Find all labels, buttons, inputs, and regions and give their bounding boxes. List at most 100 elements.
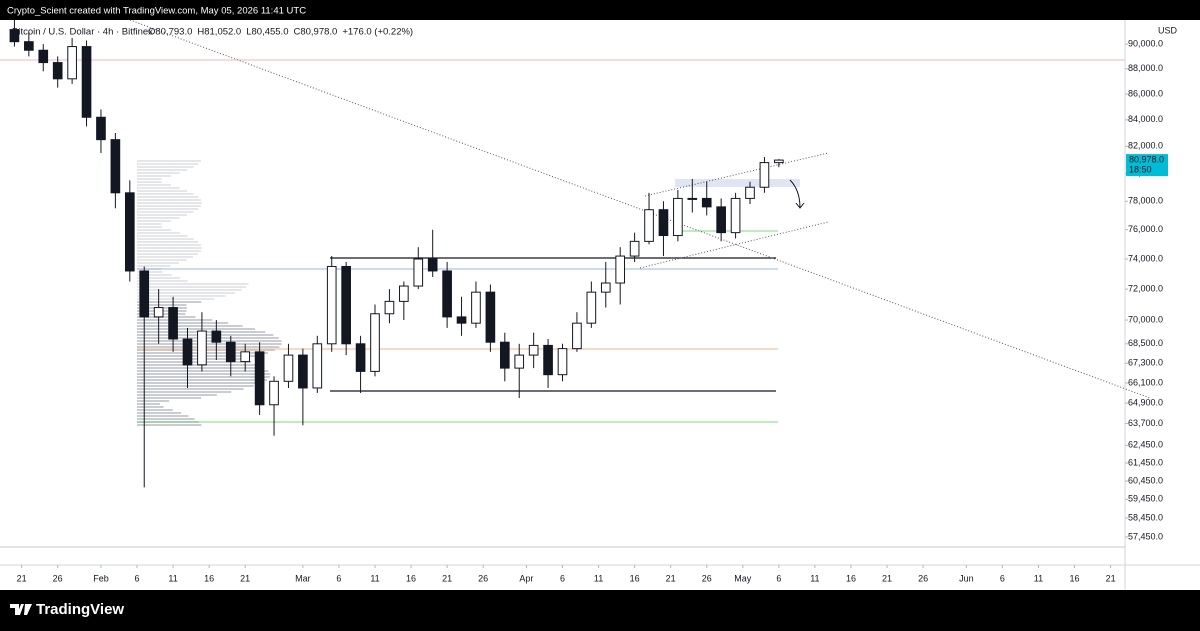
profile-bar [137, 199, 202, 201]
profile-bar [137, 367, 265, 369]
candle-body [615, 255, 626, 284]
candle-body [124, 192, 135, 272]
last-price-label: 80,978.0 [1129, 154, 1164, 164]
candle-body [269, 380, 279, 406]
profile-bar [137, 181, 162, 183]
profile-bar [137, 370, 269, 372]
profile-bar [137, 262, 179, 264]
profile-bar [137, 406, 164, 408]
profile-bar [137, 322, 229, 324]
candle-body [110, 139, 121, 194]
profile-bar [137, 271, 163, 273]
candle-body [485, 291, 496, 343]
x-tick-label: 26 [702, 573, 712, 583]
candle-body [9, 29, 20, 43]
candle-body [528, 344, 539, 356]
candle-body [745, 186, 755, 199]
x-tick-label: 21 [666, 573, 676, 583]
profile-bar [137, 346, 280, 348]
profile-bar [137, 412, 182, 414]
y-tick-label: 68,500.0 [1128, 338, 1163, 348]
profile-bar [137, 415, 189, 417]
x-tick-label: 26 [478, 573, 488, 583]
candle-body [168, 307, 178, 340]
profile-bar [137, 259, 187, 261]
profile-bar [137, 220, 171, 222]
y-tick-label: 67,300.0 [1128, 358, 1163, 368]
candle-body [600, 282, 611, 293]
profile-bar [137, 169, 188, 171]
x-tick-label: 6 [336, 573, 341, 583]
candle-body [81, 46, 92, 118]
candle-body [701, 197, 712, 208]
profile-bar [137, 241, 199, 243]
y-tick-label: 70,000.0 [1128, 314, 1163, 324]
ohlc-value: C80,978.0 [293, 27, 337, 38]
ohlc-legend: O80,793.0 H81,052.0 L80,455.0 C80,978.0 +176… [148, 27, 413, 38]
profile-bar [137, 205, 201, 207]
profile-bar [137, 409, 173, 411]
profile-bar [137, 418, 195, 420]
y-tick-label: 57,450.0 [1128, 531, 1163, 541]
candle-body [586, 291, 597, 324]
profile-bar [137, 424, 202, 426]
x-tick-label: 16 [406, 573, 416, 583]
profile-bar [137, 283, 249, 285]
ohlc-value: +176.0 (+0.22%) [342, 27, 413, 38]
profile-bar [137, 238, 194, 240]
profile-bar [137, 256, 194, 258]
header-bar [0, 0, 1200, 20]
profile-bar [137, 229, 172, 231]
candle-body [629, 240, 640, 257]
profile-bar [137, 226, 163, 228]
profile-bar [137, 274, 172, 276]
y-tick-label: 59,450.0 [1128, 494, 1163, 504]
y-tick-label: 90,000.0 [1128, 39, 1163, 49]
ohlc-value: H81,052.0 [197, 27, 241, 38]
y-tick-label: 74,000.0 [1128, 253, 1163, 263]
candle-body [67, 46, 77, 80]
x-tick-label: May [734, 573, 752, 583]
x-tick-label: 6 [1000, 573, 1005, 583]
x-tick-label: 11 [370, 573, 379, 583]
x-tick-label: 6 [135, 573, 140, 583]
candle-body [442, 270, 452, 318]
candle-body [254, 351, 265, 406]
trend-line [129, 19, 1151, 399]
last-price-box [1126, 154, 1168, 177]
profile-bar [137, 163, 199, 165]
profile-bar [137, 184, 171, 186]
candle-body [499, 341, 510, 369]
y-tick-label: 63,700.0 [1128, 418, 1163, 428]
x-tick-label: 21 [1106, 573, 1116, 583]
y-tick-label: 86,000.0 [1128, 88, 1163, 98]
channel-line [639, 221, 829, 269]
candle-body [427, 258, 438, 272]
x-tick-label: 16 [630, 573, 640, 583]
zone-box [675, 179, 800, 187]
candle-body [153, 307, 164, 318]
header-text: Crypto_Scient created with TradingView.c… [7, 6, 306, 17]
y-tick-label: 62,450.0 [1128, 440, 1163, 450]
candle-body [716, 206, 726, 234]
profile-bar [137, 373, 271, 375]
profile-bar [137, 385, 254, 387]
candle-body [543, 344, 553, 376]
profile-bar [137, 208, 199, 210]
x-tick-label: 21 [17, 573, 27, 583]
x-tick-label: Feb [93, 573, 109, 583]
profile-bar [137, 298, 215, 300]
candle-body [240, 351, 251, 363]
candle-body [370, 313, 380, 372]
ohlc-value: O80,793.0 [148, 27, 192, 38]
candle-body [283, 354, 294, 382]
x-tick-label: 11 [810, 573, 819, 583]
profile-bar [137, 280, 188, 282]
x-tick-label: 21 [882, 573, 892, 583]
candle-body [38, 49, 49, 64]
currency: USD [1158, 25, 1178, 35]
symbol-title: Bitcoin / U.S. Dollar · 4h · Bitfinex [12, 27, 153, 38]
y-tick-label: 61,450.0 [1128, 457, 1163, 467]
profile-bar [137, 202, 202, 204]
